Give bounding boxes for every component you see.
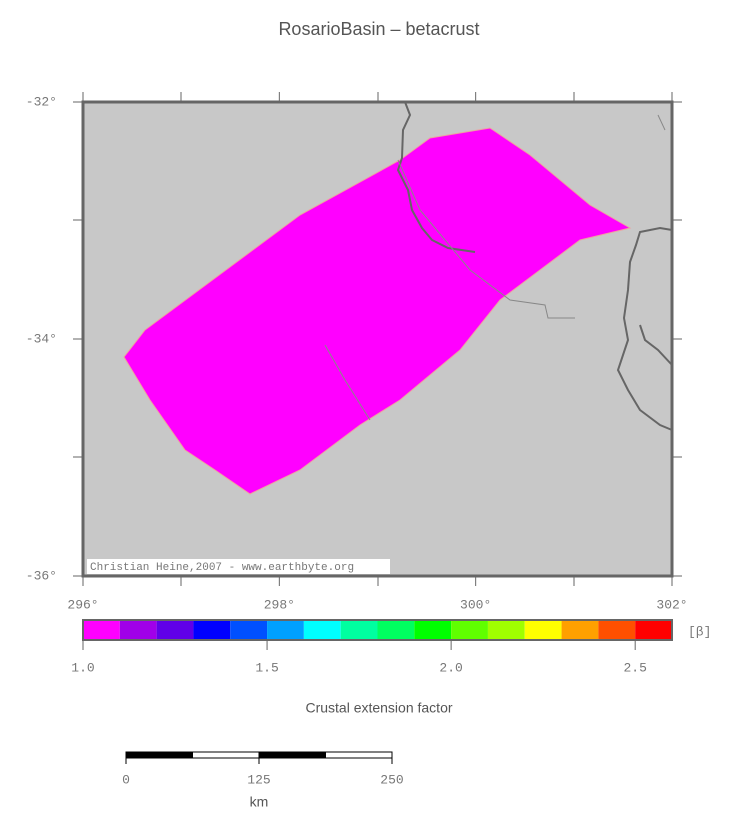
river — [324, 344, 371, 421]
x-tick-label: 302° — [656, 597, 687, 612]
colorbar-segment — [193, 620, 231, 640]
coastlines — [396, 101, 673, 431]
y-tick-label: -36° — [26, 568, 57, 583]
scalebar-tick-label: 250 — [380, 772, 403, 787]
y-tick-label: -34° — [26, 331, 57, 346]
colorbar-segment — [598, 620, 636, 640]
colorbar-segment — [230, 620, 268, 640]
colorbar-tick-label: 2.0 — [439, 660, 462, 675]
colorbar-segment — [156, 620, 194, 640]
basin-area — [123, 127, 632, 495]
colorbar-segment — [83, 620, 120, 640]
title: RosarioBasin – betacrust — [278, 19, 479, 39]
x-tick-label: 298° — [264, 597, 295, 612]
colorbar-unit: [β] — [688, 624, 711, 639]
colorbar-segment — [487, 620, 525, 640]
colorbar-segment — [303, 620, 341, 640]
colorbar-tick-label: 1.0 — [71, 660, 94, 675]
x-tick-label: 300° — [460, 597, 491, 612]
river — [657, 114, 666, 131]
scalebar-segment — [258, 751, 326, 759]
colorbar-segment — [414, 620, 452, 640]
x-tick-label: 296° — [67, 597, 98, 612]
colorbar-tick-label: 2.5 — [623, 660, 646, 675]
coastline — [639, 324, 673, 366]
scalebar-segment — [325, 751, 393, 759]
scalebar-segment — [125, 751, 193, 759]
coastline — [616, 226, 673, 431]
rivers — [324, 114, 666, 421]
scalebar-segment — [192, 751, 260, 759]
colorbar-frame — [82, 619, 673, 641]
colorbar-segment — [377, 620, 415, 640]
colorbar-segment — [561, 620, 599, 640]
river — [397, 159, 575, 319]
colorbar-segment — [119, 620, 157, 640]
colorbar-segment — [451, 620, 488, 640]
colorbar-segment — [635, 620, 672, 640]
credit: Christian Heine,2007 - www.earthbyte.org — [90, 562, 354, 574]
colorbar-label: Crustal extension factor — [305, 700, 452, 716]
minor-ticks — [73, 92, 682, 586]
credit-box — [87, 559, 390, 574]
scalebar-tick-label: 0 — [122, 772, 130, 787]
y-tick-label: -32° — [26, 94, 57, 109]
river — [396, 101, 476, 253]
scalebar-unit: km — [250, 794, 269, 810]
colorbar-segment — [267, 620, 304, 640]
colorbar-segment — [340, 620, 378, 640]
scalebar-tick-label: 125 — [247, 772, 270, 787]
colorbar-segment — [524, 620, 562, 640]
colorbar-tick-label: 1.5 — [255, 660, 278, 675]
